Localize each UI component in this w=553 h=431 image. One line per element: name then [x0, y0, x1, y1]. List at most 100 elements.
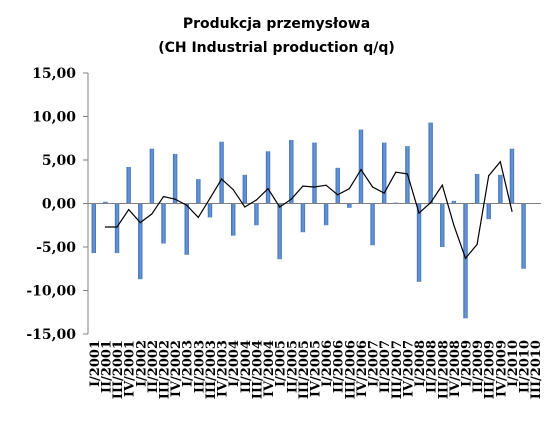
bar: [277, 203, 282, 260]
line-point: [348, 188, 350, 190]
bar: [323, 203, 329, 226]
y-tick-label: 5,00: [42, 153, 76, 169]
line-point: [325, 184, 327, 186]
y-tick-label: -15,00: [26, 327, 76, 343]
line-point: [302, 185, 304, 187]
bar: [300, 203, 306, 233]
line-point: [139, 222, 141, 224]
line-point: [220, 178, 223, 180]
line-point: [395, 171, 397, 173]
x-tick-label: IV/2004: [262, 340, 277, 397]
line-point: [511, 210, 513, 212]
chart-title: Produkcja przemysłowa: [182, 16, 371, 32]
chart-subtitle: (CH Industrial production q/q): [158, 40, 395, 56]
x-tick-label: III/2005: [297, 340, 312, 399]
line-point: [255, 199, 258, 201]
x-tick-label: II/2004: [239, 340, 254, 393]
line-point: [290, 198, 292, 200]
line-point: [186, 204, 188, 206]
bar: [219, 141, 224, 204]
line-point: [488, 175, 490, 177]
bar: [370, 203, 375, 246]
bar: [381, 142, 387, 204]
x-tick-label: I/2001: [88, 340, 103, 387]
line-point: [430, 202, 432, 204]
line-point: [244, 206, 246, 208]
bar: [207, 203, 213, 218]
bar: [486, 203, 491, 220]
line-point: [162, 195, 165, 198]
line-point: [453, 224, 455, 226]
x-tick-label: II/2003: [192, 340, 207, 393]
y-tick-label: 15,00: [32, 66, 76, 82]
bar: [114, 203, 120, 254]
x-tick-label: I/2007: [367, 340, 382, 387]
line-point: [197, 216, 199, 219]
x-tick-label: III/2010: [529, 340, 544, 399]
line-point: [279, 206, 281, 208]
line-point: [232, 188, 234, 191]
bar: [474, 173, 480, 204]
bar: [416, 203, 422, 282]
line-point: [441, 184, 443, 186]
bar: [254, 203, 259, 226]
line-point: [499, 161, 501, 163]
bar: [335, 167, 340, 204]
x-tick-label: II/2002: [146, 340, 161, 393]
x-tick-label: IV/2009: [494, 340, 509, 397]
bar: [289, 139, 294, 204]
x-tick-label: III/2008: [436, 340, 451, 399]
x-tick-label: III/2001: [111, 340, 126, 399]
bar: [161, 203, 166, 244]
line-point: [337, 194, 339, 196]
x-tick-label: III/2003: [204, 340, 219, 399]
x-tick-label: I/2009: [460, 340, 475, 387]
series-line: [105, 160, 513, 260]
bar: [230, 203, 236, 236]
bar: [126, 166, 131, 204]
x-tick-label: IV/2007: [401, 340, 416, 397]
line-point: [360, 168, 362, 171]
line-point: [476, 243, 478, 245]
bar: [184, 203, 189, 255]
line-point: [174, 198, 176, 200]
line-point: [128, 208, 130, 211]
line-point: [464, 257, 467, 259]
bar: [358, 129, 364, 204]
x-tick-label: II/2010: [518, 340, 533, 393]
y-tick-label: 0,00: [42, 197, 76, 213]
bar: [521, 203, 526, 269]
line-point: [104, 226, 107, 228]
bar: [440, 203, 445, 247]
x-tick-label: I/2010: [506, 340, 521, 387]
x-tick-label: III/2007: [390, 340, 405, 399]
bar: [149, 148, 155, 204]
x-tick-label: I/2002: [134, 340, 149, 387]
x-tick-label: IV/2008: [448, 340, 463, 397]
x-tick-label: II/2008: [425, 340, 440, 393]
line-point: [209, 197, 211, 199]
x-tick-label: II/2005: [285, 340, 300, 393]
x-tick-label: II/2009: [471, 340, 486, 393]
line-point: [406, 173, 409, 175]
bar: [428, 122, 433, 204]
bar: [498, 174, 503, 204]
bar: [138, 203, 143, 280]
x-tick-label: I/2008: [413, 340, 428, 387]
x-tick-label: IV/2003: [216, 340, 231, 397]
bar: [103, 201, 108, 204]
bar: [265, 151, 271, 204]
x-tick-label: III/2006: [343, 340, 358, 399]
x-tick-label: I/2003: [181, 340, 196, 387]
bar: [509, 148, 515, 204]
line-point: [116, 226, 118, 228]
x-tick-label: IV/2005: [309, 340, 324, 397]
bar: [91, 203, 97, 254]
bar: [451, 200, 457, 204]
x-tick-label: II/2006: [332, 340, 347, 393]
x-tick-label: III/2002: [158, 340, 173, 399]
line-point: [313, 186, 316, 188]
x-tick-label: I/2006: [320, 340, 335, 387]
line-point: [371, 186, 374, 188]
